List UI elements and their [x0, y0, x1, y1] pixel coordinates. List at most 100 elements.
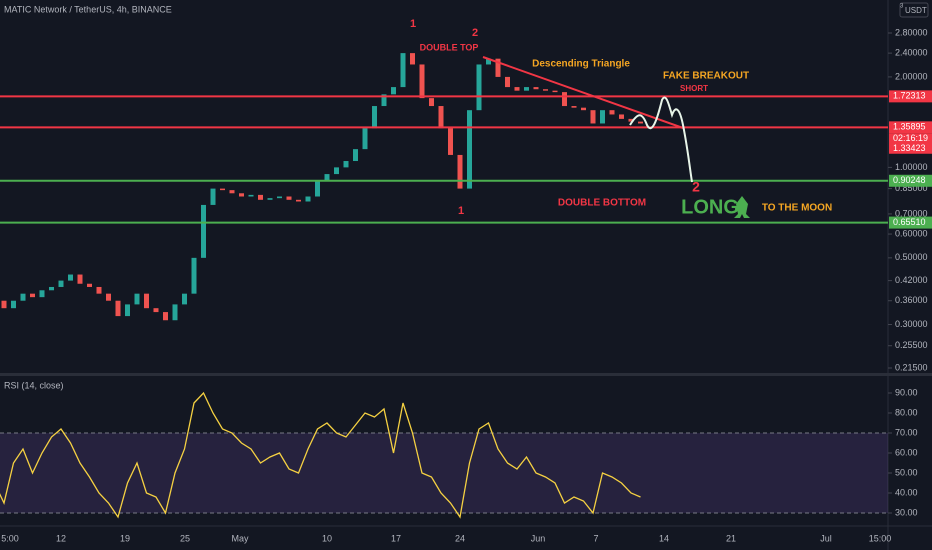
candle: [476, 64, 482, 111]
candle: [172, 304, 178, 321]
candle: [457, 154, 463, 189]
price-tick-label: 2.00000: [895, 71, 928, 81]
candle: [220, 188, 225, 191]
time-label: 15:00: [869, 533, 892, 543]
time-label: Jun: [531, 533, 546, 543]
annotation: DOUBLE TOP: [420, 42, 479, 52]
candle: [590, 110, 596, 124]
candle: [144, 293, 149, 309]
price-tick-label: 0.60000: [895, 228, 928, 238]
candle: [609, 110, 615, 115]
candle: [125, 304, 130, 317]
candle: [39, 290, 45, 298]
candle: [77, 274, 83, 284]
candle: [562, 92, 567, 107]
candle: [505, 76, 510, 88]
rsi-tick-label: 80.00: [895, 407, 918, 417]
triangle-line: [482, 56, 684, 129]
candle: [163, 312, 168, 321]
candle: [438, 106, 444, 129]
rsi-tick-label: 40.00: [895, 487, 918, 497]
annotation: SHORT: [680, 84, 708, 93]
currency-badge: 3: [900, 4, 904, 10]
time-label: 24: [455, 533, 465, 543]
rocket-icon: [734, 196, 750, 218]
annotation: FAKE BREAKOUT: [663, 71, 749, 82]
candle: [571, 106, 577, 108]
candle: [334, 167, 339, 175]
time-label: May: [231, 533, 249, 543]
candle: [96, 286, 102, 294]
candle: [495, 58, 501, 77]
price-tag: [889, 216, 932, 229]
price-tag-label: 0.90248: [893, 175, 926, 185]
rsi-tick-label: 50.00: [895, 467, 918, 477]
candle: [391, 87, 396, 95]
candle: [419, 64, 425, 99]
rsi-tick-label: 30.00: [895, 507, 918, 517]
candle: [277, 196, 282, 199]
candle: [258, 194, 263, 200]
candle: [68, 274, 73, 281]
candle: [581, 107, 586, 111]
candle: [30, 293, 35, 298]
rsi-tick-label: 90.00: [895, 387, 918, 397]
time-label: 25: [180, 533, 190, 543]
candle: [400, 53, 406, 88]
time-label: 19: [120, 533, 130, 543]
candle: [353, 149, 358, 162]
candle: [600, 110, 605, 124]
candle: [1, 300, 7, 309]
price-tick-label: 0.21500: [895, 362, 928, 372]
candle: [524, 87, 529, 91]
price-tag-label: 1.33423: [893, 143, 926, 153]
candle: [87, 283, 92, 287]
candle: [106, 293, 111, 301]
currency-box: [899, 2, 929, 18]
candle: [296, 199, 301, 202]
annotation: TO THE MOON: [762, 203, 832, 214]
candle: [514, 87, 520, 91]
candle: [115, 300, 121, 317]
candle: [543, 89, 548, 91]
rsi-title: RSI (14, close): [4, 380, 64, 390]
time-label: 10: [322, 533, 332, 543]
rsi-line: [0, 391, 641, 519]
annotation: 1: [410, 18, 416, 30]
price-tick-label: 2.40000: [895, 47, 928, 57]
candle: [286, 196, 292, 200]
price-tag-small: [889, 142, 932, 154]
candle: [315, 181, 320, 197]
price-tick-label: 0.42000: [895, 275, 928, 285]
candle: [381, 94, 387, 107]
time-label: 5:00: [1, 533, 19, 543]
countdown-tag: [889, 133, 932, 145]
candle: [619, 114, 624, 119]
symbol-title: MATIC Network / TetherUS, 4h, BINANCE: [4, 4, 172, 14]
time-label: Jul: [820, 533, 832, 543]
price-tick-label: 0.36000: [895, 295, 928, 305]
price-tag: [889, 90, 932, 103]
candle: [429, 98, 434, 107]
price-tag-label: 0.65510: [893, 217, 926, 227]
candle: [467, 110, 472, 189]
time-label: 7: [593, 533, 598, 543]
price-tick-label: 1.00000: [895, 162, 928, 172]
annotation: 1: [458, 205, 464, 217]
price-tick-label: 0.85000: [895, 183, 928, 193]
time-label: 14: [659, 533, 669, 543]
candle: [305, 196, 311, 202]
price-tag-label: 1.72313: [893, 91, 926, 101]
candle: [229, 190, 235, 194]
candle: [552, 90, 558, 93]
price-tag: [889, 121, 932, 134]
candle: [153, 308, 159, 313]
candle: [210, 188, 216, 205]
candle: [239, 193, 244, 197]
candle: [201, 204, 206, 258]
candle: [362, 128, 368, 150]
annotation: DOUBLE BOTTOM: [558, 198, 646, 209]
candle: [267, 198, 273, 200]
annotation: LONG: [681, 196, 739, 218]
